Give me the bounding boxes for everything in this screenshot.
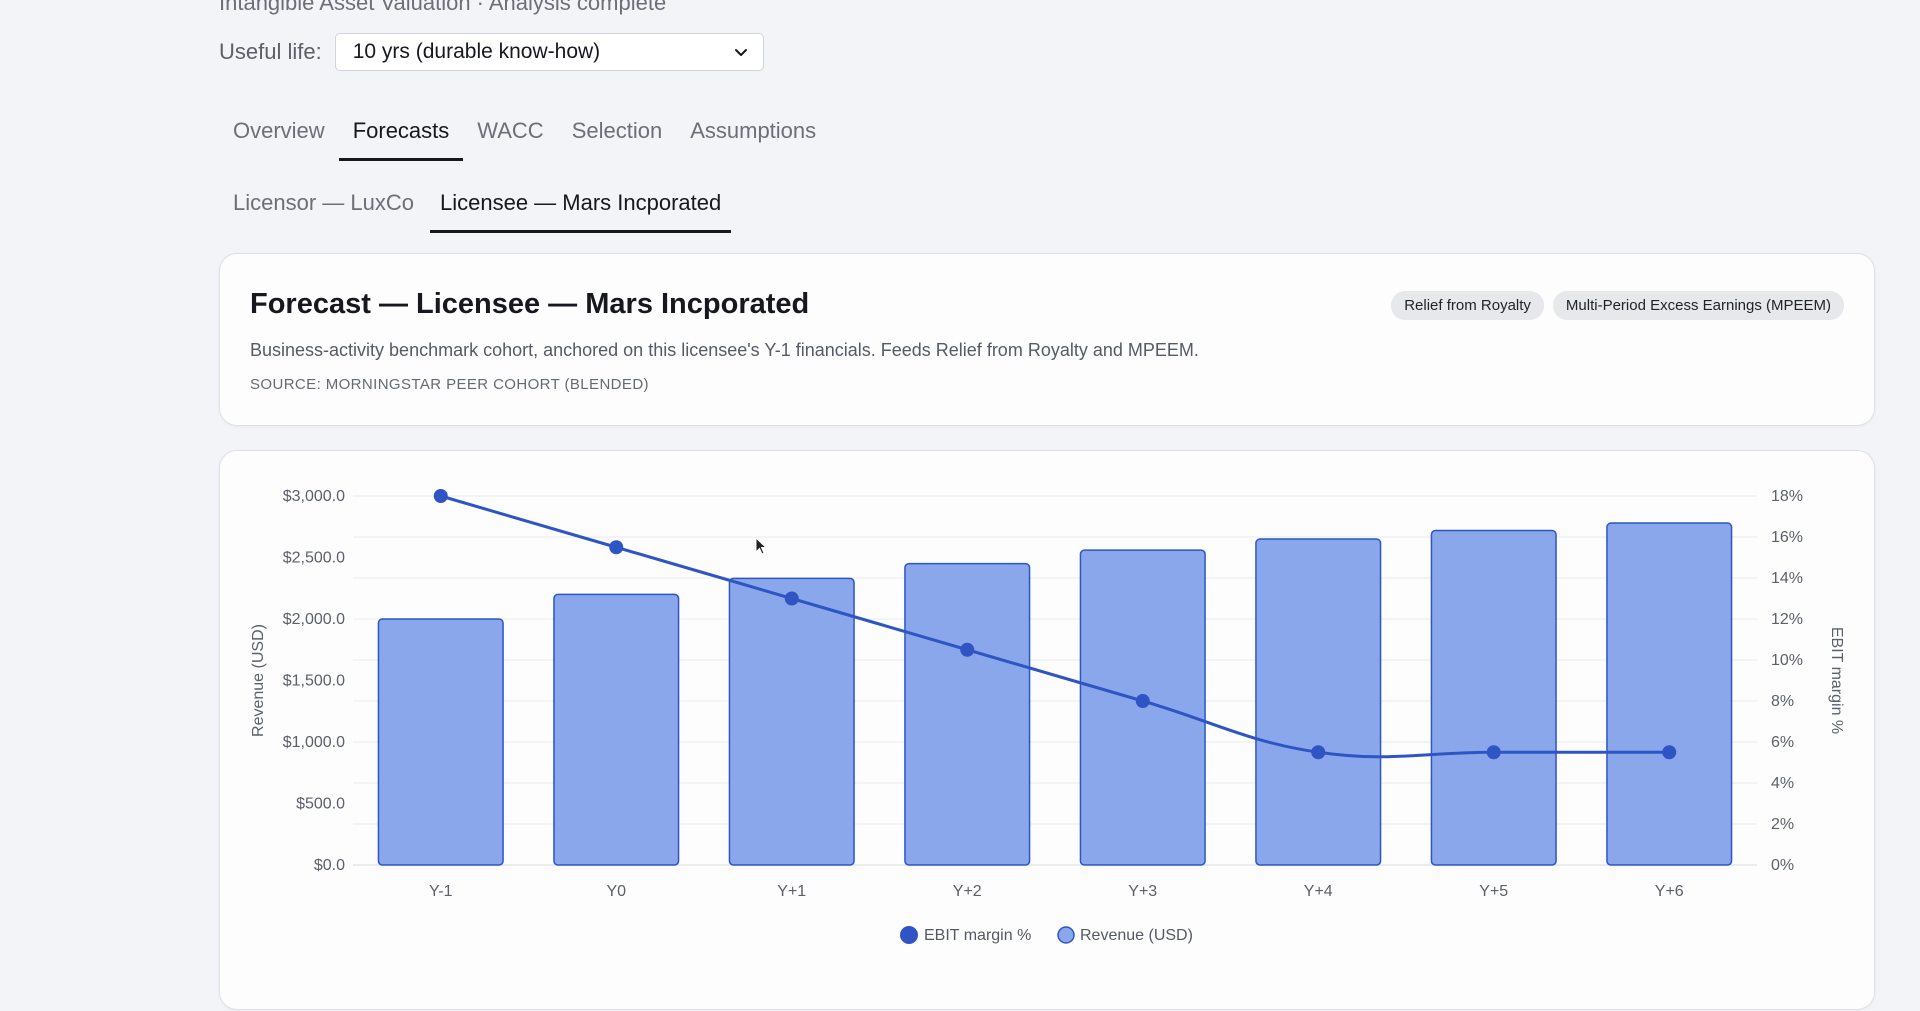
y-tick-label: $1,000.0	[283, 734, 345, 751]
revenue-bar	[553, 593, 680, 866]
subtab-licensor[interactable]: Licensor — LuxCo	[233, 190, 414, 215]
useful-life-row: Useful life: 10 yrs (durable know-how)	[219, 33, 764, 71]
y2-tick-label: 8%	[1771, 693, 1794, 710]
forecast-title: Forecast — Licensee — Mars Incporated	[250, 288, 810, 320]
revenue-bar	[904, 562, 1031, 866]
ebit-margin-point	[1662, 745, 1677, 760]
x-tick-label: Y+5	[1479, 883, 1508, 900]
y2-tick-label: 14%	[1771, 570, 1803, 587]
y2-tick-label: 10%	[1771, 652, 1803, 669]
legend-label-revenue: Revenue (USD)	[1080, 927, 1193, 944]
ebit-margin-point	[960, 642, 975, 657]
x-tick-label: Y+6	[1655, 883, 1684, 900]
x-tick-label: Y+1	[777, 883, 806, 900]
legend-marker-revenue	[1057, 926, 1075, 944]
y2-tick-label: 4%	[1771, 775, 1794, 792]
legend-label-ebit: EBIT margin %	[924, 927, 1031, 944]
y2-tick-label: 6%	[1771, 734, 1794, 751]
y-tick-label: $500.0	[296, 796, 345, 813]
y2-axis-title: EBIT margin %	[1828, 627, 1845, 734]
ebit-margin-point	[1486, 745, 1501, 760]
revenue-bar	[377, 618, 504, 866]
useful-life-label: Useful life:	[219, 39, 322, 64]
forecast-info-card: Forecast — Licensee — Mars Incporated Re…	[219, 253, 1875, 426]
tab-wacc[interactable]: WACC	[477, 118, 544, 143]
revenue-bar	[1606, 522, 1733, 866]
entity-tabs: Licensor — LuxCo Licensee — Mars Incpora…	[219, 190, 737, 233]
y2-tick-label: 0%	[1771, 857, 1794, 874]
useful-life-select[interactable]: 10 yrs (durable know-how)	[334, 33, 764, 71]
mouse-cursor-icon	[755, 537, 768, 555]
badge-mpeem: Multi-Period Excess Earnings (MPEEM)	[1552, 291, 1844, 320]
x-tick-label: Y0	[606, 883, 626, 900]
y-tick-label: $0.0	[314, 857, 345, 874]
y2-tick-label: 16%	[1771, 529, 1803, 546]
revenue-bar	[728, 577, 855, 866]
ebit-margin-point	[784, 591, 799, 606]
method-badges: Relief from Royalty Multi-Period Excess …	[1382, 291, 1844, 320]
y-tick-label: $1,500.0	[283, 673, 345, 690]
main-tabs: Overview Forecasts WACC Selection Assump…	[219, 118, 830, 161]
useful-life-value: 10 yrs (durable know-how)	[352, 40, 601, 63]
ebit-margin-line	[440, 494, 1670, 759]
chevron-down-icon	[734, 49, 747, 56]
revenue-bar	[1430, 529, 1557, 866]
y-tick-label: $2,000.0	[283, 611, 345, 628]
y2-tick-label: 18%	[1771, 488, 1803, 505]
ebit-margin-point	[1311, 745, 1326, 760]
page-subtitle: Intangible Asset Valuation · Analysis co…	[219, 0, 667, 15]
tab-assumptions[interactable]: Assumptions	[690, 118, 817, 143]
y-tick-label: $3,000.0	[283, 488, 345, 505]
forecast-chart: $0.0 $500.0 $1,000.0 $1,500.0 $2,000.0 $2,500…	[250, 488, 1845, 944]
forecast-description: Business-activity benchmark cohort, anch…	[250, 340, 1199, 360]
badge-relief-from-royalty: Relief from Royalty	[1391, 291, 1544, 320]
tab-selection[interactable]: Selection	[571, 118, 663, 143]
y2-tick-label: 2%	[1771, 816, 1794, 833]
x-tick-label: Y+3	[1128, 883, 1157, 900]
x-tick-label: Y-1	[429, 883, 453, 900]
forecast-chart-card: $0.0 $500.0 $1,000.0 $1,500.0 $2,000.0 $2,500…	[219, 450, 1875, 1010]
revenue-bar	[1255, 538, 1382, 866]
tab-forecasts[interactable]: Forecasts	[338, 118, 464, 161]
legend-marker-ebit	[900, 926, 918, 944]
ebit-margin-point	[609, 540, 624, 555]
x-tick-label: Y+2	[953, 883, 982, 900]
ebit-margin-point	[1135, 694, 1150, 708]
y-axis-title: Revenue (USD)	[250, 624, 267, 737]
y-tick-label: $2,500.0	[283, 550, 345, 567]
ebit-margin-point	[433, 489, 448, 503]
x-tick-label: Y+4	[1304, 883, 1333, 900]
subtab-licensee[interactable]: Licensee — Mars Incporated	[429, 190, 732, 233]
y2-tick-label: 12%	[1771, 611, 1803, 628]
tab-overview[interactable]: Overview	[233, 118, 325, 143]
forecast-source: SOURCE: MORNINGSTAR PEER COHORT (BLENDED…	[250, 376, 649, 393]
